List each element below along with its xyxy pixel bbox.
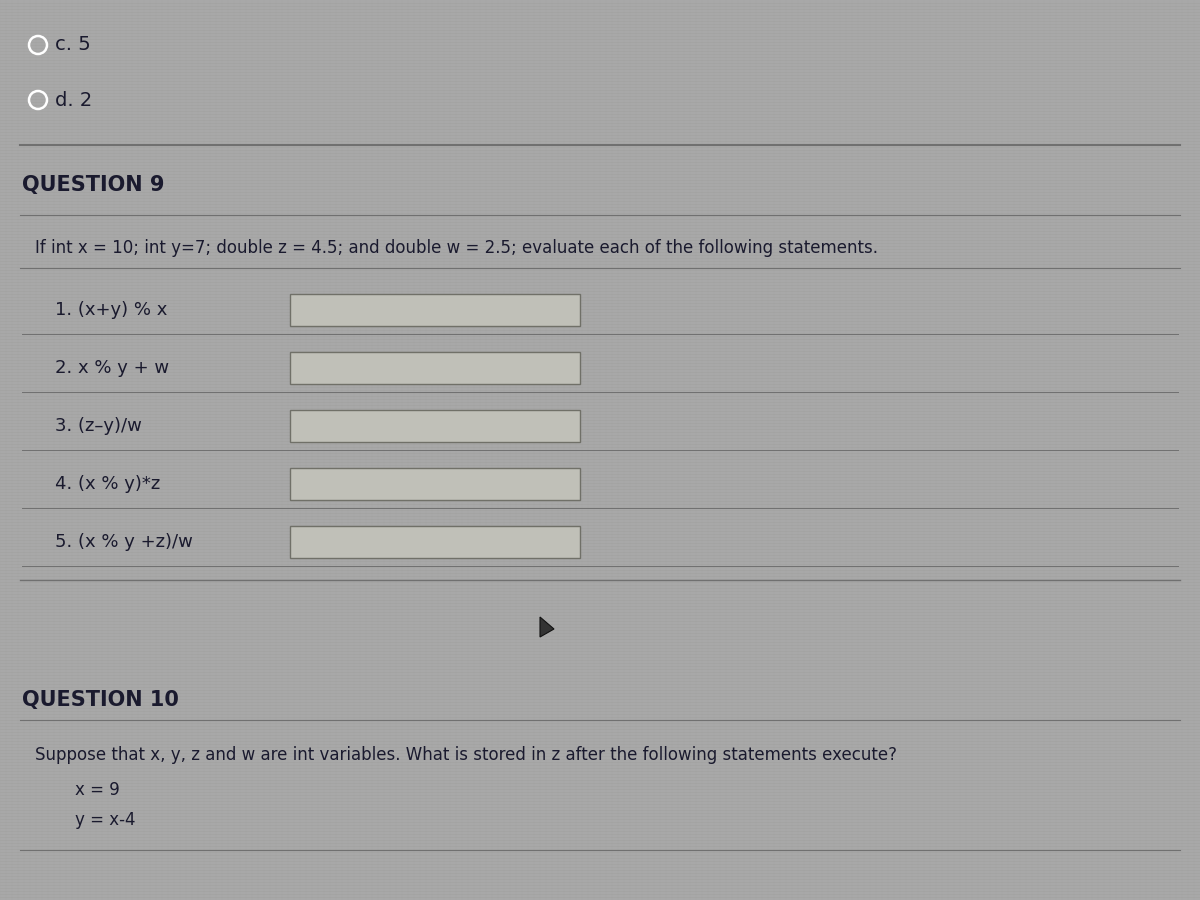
FancyBboxPatch shape xyxy=(290,294,580,326)
Text: 1. (x+y) % x: 1. (x+y) % x xyxy=(55,301,167,319)
FancyBboxPatch shape xyxy=(290,526,580,558)
FancyBboxPatch shape xyxy=(290,352,580,384)
Text: 3. (z–y)/w: 3. (z–y)/w xyxy=(55,417,142,435)
Text: y = x-4: y = x-4 xyxy=(74,811,136,829)
Text: x = 9: x = 9 xyxy=(74,781,120,799)
Text: If int x = 10; int y=7; double z = 4.5; and double w = 2.5; evaluate each of the: If int x = 10; int y=7; double z = 4.5; … xyxy=(35,239,878,257)
Text: QUESTION 9: QUESTION 9 xyxy=(22,175,164,195)
Text: 4. (x % y)*z: 4. (x % y)*z xyxy=(55,475,161,493)
Text: QUESTION 10: QUESTION 10 xyxy=(22,690,179,710)
Polygon shape xyxy=(540,617,554,637)
FancyBboxPatch shape xyxy=(290,468,580,500)
Text: 2. x % y + w: 2. x % y + w xyxy=(55,359,169,377)
Text: Suppose that x, y, z and w are int variables. What is stored in z after the foll: Suppose that x, y, z and w are int varia… xyxy=(35,746,898,764)
FancyBboxPatch shape xyxy=(290,410,580,442)
Text: 5. (x % y +z)/w: 5. (x % y +z)/w xyxy=(55,533,193,551)
Text: c. 5: c. 5 xyxy=(55,35,91,55)
Text: d. 2: d. 2 xyxy=(55,91,92,110)
